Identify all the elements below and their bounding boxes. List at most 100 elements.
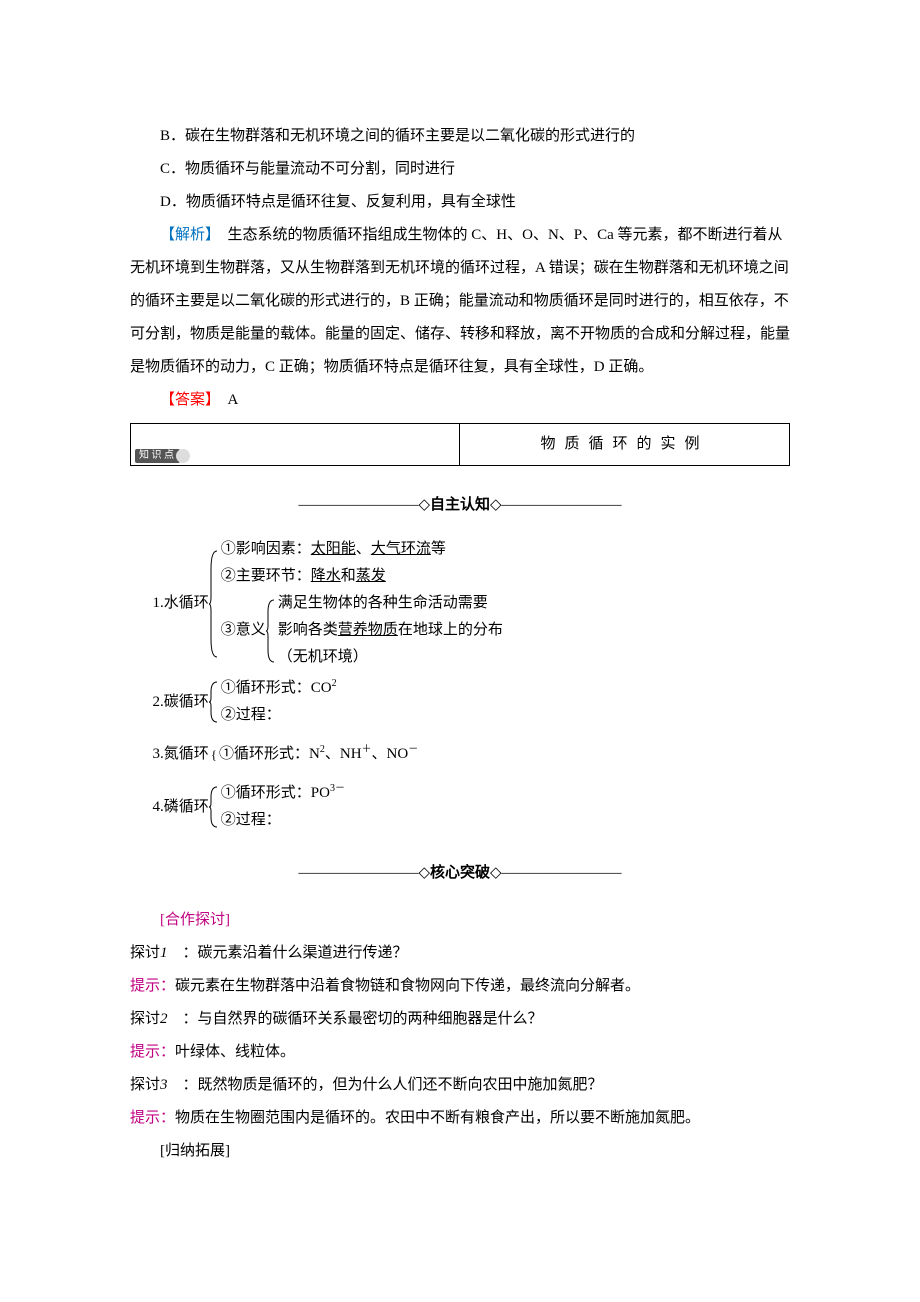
outline-carbon-label: 2.碳循环 <box>153 675 209 729</box>
discuss-1-q: 探讨1 ：碳元素沿着什么渠道进行传递？ <box>130 937 790 970</box>
text: ①循环形式：N <box>219 746 320 762</box>
option-c: C．物质循环与能量流动不可分割，同时进行 <box>130 153 790 186</box>
document-page: B．碳在生物群落和无机环境之间的循环主要是以二氧化碳的形式进行的 C．物质循环与… <box>0 0 920 1302</box>
outline-nitrogen-content: ①循环形式：N2、NH＋、NO－ <box>219 741 418 768</box>
text: 在地球上的分布 <box>398 622 503 638</box>
discuss-num: 3 <box>160 1077 168 1093</box>
discuss-question: 与自然界的碳循环关系最密切的两种细胞器是什么？ <box>198 1011 543 1027</box>
text: 影响各类 <box>278 622 338 638</box>
discuss-label: 探讨 <box>130 945 160 961</box>
outline-water: 1.水循环 ①影响因素：太阳能、大气环流等 ②主要环节：降水和蒸发 ③意义 满足… <box>153 536 791 671</box>
discuss-2-hint: 提示：叶绿体、线粒体。 <box>130 1036 790 1069</box>
option-d: D．物质循环特点是循环往复、反复利用，具有全球性 <box>130 186 790 219</box>
explain-text: 生态系统的物质循环指组成生物体的 C、H、O、N、P、Ca 等元素，都不断进行着… <box>130 227 790 375</box>
text: 等 <box>431 541 446 557</box>
diamond-icon: ◇ <box>490 864 502 881</box>
explanation-paragraph: 【解析】 生态系统的物质循环指组成生物体的 C、H、O、N、P、Ca 等元素，都… <box>130 219 790 384</box>
summary-heading: [归纳拓展] <box>130 1135 790 1168</box>
answer-label: 【答案】 <box>160 392 213 408</box>
diamond-icon: ◇ <box>418 496 430 513</box>
divider-title: 核心突破 <box>430 865 490 881</box>
underline-text: 大气环流 <box>371 541 431 557</box>
hint-label: 提示： <box>130 1044 175 1060</box>
text: ①循环形式：PO <box>221 785 330 801</box>
divider-core: ————————◇核心突破◇———————— <box>130 856 790 890</box>
diamond-icon: ◇ <box>418 864 430 881</box>
text: 、NO <box>372 746 409 762</box>
hint-text: 叶绿体、线粒体。 <box>175 1044 295 1060</box>
outline-water-line1: ①影响因素：太阳能、大气环流等 <box>221 536 503 563</box>
outline-carbon-content: ①循环形式：CO2 ②过程： <box>221 675 337 729</box>
text: ： <box>168 945 198 961</box>
superscript: 3－ <box>330 783 345 794</box>
outline-carbon: 2.碳循环 ①循环形式：CO2 ②过程： <box>153 675 791 729</box>
answer-paragraph: 【答案】 A <box>130 384 790 417</box>
brace-icon <box>209 780 221 834</box>
text: 、NH <box>325 746 362 762</box>
divider-title: 自主认知 <box>430 497 490 513</box>
outline-water-label: 1.水循环 <box>153 536 209 671</box>
section-badge-cell: 知 识 点 <box>131 424 460 465</box>
text: 、 <box>356 541 371 557</box>
outline-phosphorus-line1: ①循环形式：PO3－ <box>221 780 345 807</box>
brace-icon <box>209 675 221 729</box>
discuss-3-q: 探讨3 ：既然物质是循环的，但为什么人们还不断向农田中施加氮肥？ <box>130 1069 790 1102</box>
hint-label: 提示： <box>130 1110 175 1126</box>
superscript: 2 <box>332 678 337 689</box>
text: ①循环形式：CO <box>221 680 332 696</box>
hint-label: 提示： <box>130 978 175 994</box>
outline-phosphorus: 4.磷循环 ①循环形式：PO3－ ②过程： <box>153 780 791 834</box>
answer-value: A <box>213 392 239 408</box>
outline-carbon-line1: ①循环形式：CO2 <box>221 675 337 702</box>
outline-phosphorus-label: 4.磷循环 <box>153 780 209 834</box>
outline-water-meaning-a: 满足生物体的各种生命活动需要 <box>278 590 503 617</box>
diamond-icon: ◇ <box>490 496 502 513</box>
discuss-question: 既然物质是循环的，但为什么人们还不断向农田中施加氮肥？ <box>198 1077 603 1093</box>
divider-right: ———————— <box>502 865 622 881</box>
underline-text: 太阳能 <box>311 541 356 557</box>
coop-label: [合作探讨] <box>160 912 230 928</box>
underline-text: 蒸发 <box>356 568 386 584</box>
outline-nitrogen-label: 3.氮循环 <box>153 741 209 768</box>
underline-text: 营养物质 <box>338 622 398 638</box>
brace-text: { <box>209 741 219 768</box>
outline-water-meaning-label: ③意义 <box>221 590 266 671</box>
text: ②主要环节： <box>221 568 311 584</box>
text: ①影响因素： <box>221 541 311 557</box>
superscript: － <box>408 744 418 755</box>
outline-carbon-line2: ②过程： <box>221 702 337 729</box>
discuss-label: 探讨 <box>130 1077 160 1093</box>
discuss-label: 探讨 <box>130 1011 160 1027</box>
discuss-2-q: 探讨2 ：与自然界的碳循环关系最密切的两种细胞器是什么？ <box>130 1003 790 1036</box>
cooperation-heading: [合作探讨] <box>130 904 790 937</box>
outline-water-line3: ③意义 满足生物体的各种生命活动需要 影响各类营养物质在地球上的分布 （无机环境… <box>221 590 503 671</box>
section-title: 物质循环的实例 <box>460 424 789 465</box>
knowledge-badge: 知 识 点 <box>135 449 192 463</box>
outline-water-content: ①影响因素：太阳能、大气环流等 ②主要环节：降水和蒸发 ③意义 满足生物体的各种… <box>221 536 503 671</box>
brace-icon <box>209 536 221 671</box>
hint-text: 物质在生物圈范围内是循环的。农田中不断有粮食产出，所以要不断施加氮肥。 <box>175 1110 700 1126</box>
outline-phosphorus-line2: ②过程： <box>221 807 345 834</box>
discuss-1-hint: 提示：碳元素在生物群落中沿着食物链和食物网向下传递，最终流向分解者。 <box>130 970 790 1003</box>
outline-water-meaning-c: （无机环境） <box>278 644 503 671</box>
outline-water-meaning-content: 满足生物体的各种生命活动需要 影响各类营养物质在地球上的分布 （无机环境） <box>278 590 503 671</box>
badge-circle-icon <box>176 449 190 463</box>
outline-phosphorus-content: ①循环形式：PO3－ ②过程： <box>221 780 345 834</box>
brace-icon <box>266 590 278 671</box>
divider-right: ———————— <box>502 497 622 513</box>
section-heading-box: 知 识 点 物质循环的实例 <box>130 423 790 466</box>
discuss-question: 碳元素沿着什么渠道进行传递？ <box>198 945 408 961</box>
outline-water-meaning-b: 影响各类营养物质在地球上的分布 <box>278 617 503 644</box>
text: 和 <box>341 568 356 584</box>
divider-self-study: ————————◇自主认知◇———————— <box>130 488 790 522</box>
underline-text: 降水 <box>311 568 341 584</box>
divider-left: ———————— <box>298 497 418 513</box>
hint-text: 碳元素在生物群落中沿着食物链和食物网向下传递，最终流向分解者。 <box>175 978 640 994</box>
divider-left: ———————— <box>298 865 418 881</box>
outline-water-line2: ②主要环节：降水和蒸发 <box>221 563 503 590</box>
outline-nitrogen: 3.氮循环 { ①循环形式：N2、NH＋、NO－ <box>153 741 791 768</box>
discuss-3-hint: 提示：物质在生物圈范围内是循环的。农田中不断有粮食产出，所以要不断施加氮肥。 <box>130 1102 790 1135</box>
text: ： <box>168 1077 198 1093</box>
text: ： <box>168 1011 198 1027</box>
explain-label: 【解析】 <box>160 227 213 243</box>
